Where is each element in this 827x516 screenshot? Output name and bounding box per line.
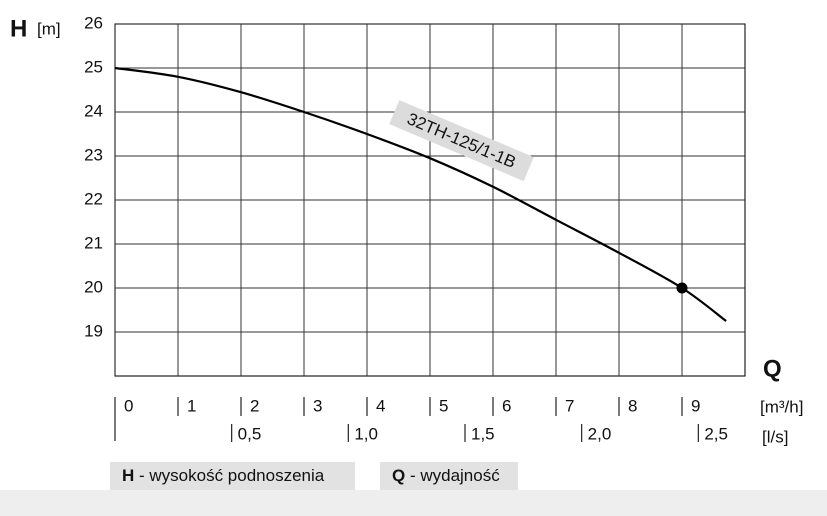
curve-label-text: 32TH-125/1-1B	[404, 109, 518, 172]
y-tick-label: 26	[84, 13, 103, 32]
x2-tick-label: 2,5	[704, 424, 728, 443]
y-tick-label: 24	[84, 101, 103, 120]
y-tick-label: 19	[84, 321, 103, 340]
y-tick-label: 23	[84, 145, 103, 164]
legend-key: Q	[392, 466, 405, 485]
x-tick-label: 6	[502, 396, 511, 415]
x2-tick-label: 1,5	[471, 424, 495, 443]
footer-strip	[0, 490, 827, 516]
x2-tick-label: 2,0	[588, 424, 612, 443]
x-tick-label: 7	[565, 396, 574, 415]
y-label: H	[10, 15, 27, 42]
x-tick-label: 4	[376, 396, 385, 415]
x-tick-label: 3	[313, 396, 322, 415]
pump-curve	[114, 66, 727, 322]
duty-point	[676, 282, 688, 294]
y-tick-label: 21	[84, 233, 103, 252]
x2-tick-label: 0,5	[238, 424, 262, 443]
x-tick-label: 8	[628, 396, 637, 415]
x-tick-label: 5	[439, 396, 448, 415]
legend-entry: H - wysokość podnoszenia	[122, 466, 325, 485]
legend-text: - wysokość podnoszenia	[134, 466, 324, 485]
x-tick-label: 9	[691, 396, 700, 415]
y-unit: [m]	[37, 19, 61, 38]
x-unit: [m³/h]	[760, 397, 803, 416]
legend-box	[110, 462, 355, 490]
x-tick-label: 0	[124, 396, 133, 415]
legend-key: H	[122, 466, 134, 485]
x2-tick-label: 1,0	[354, 424, 378, 443]
y-tick-label: 25	[84, 57, 103, 76]
x-tick-label: 2	[250, 396, 259, 415]
x2-unit: [l/s]	[762, 427, 788, 446]
curve-label-bg	[389, 100, 534, 182]
legend-box	[380, 462, 518, 490]
x-label: Q	[763, 355, 782, 382]
x-tick-label: 1	[187, 396, 196, 415]
legend-entry: Q - wydajność	[392, 466, 500, 485]
y-tick-label: 20	[84, 277, 103, 296]
y-tick-label: 22	[84, 189, 103, 208]
legend-text: - wydajność	[405, 466, 500, 485]
